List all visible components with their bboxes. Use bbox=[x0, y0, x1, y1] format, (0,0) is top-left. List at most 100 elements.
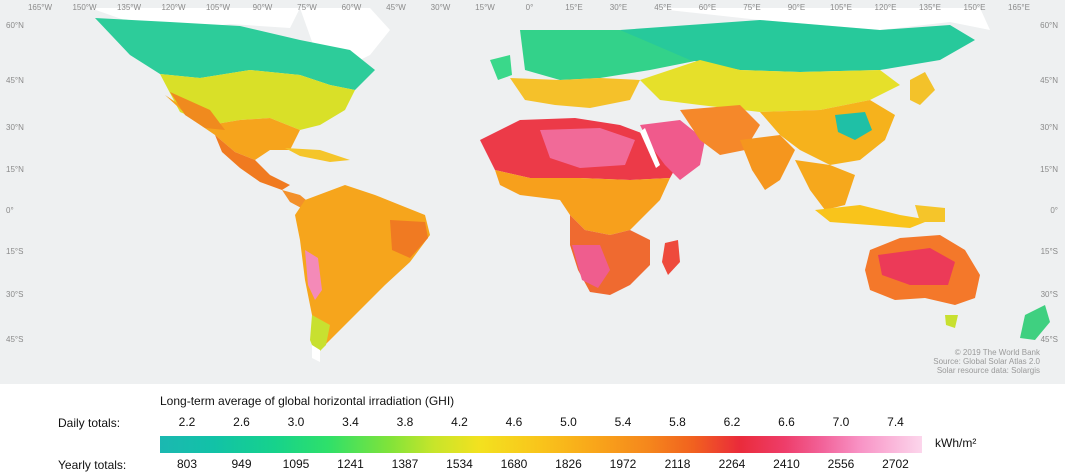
yearly-value: 1534 bbox=[446, 457, 473, 471]
yearly-totals-label: Yearly totals: bbox=[58, 458, 127, 472]
latitude-label-left: 0° bbox=[6, 206, 14, 215]
north-america-north bbox=[95, 18, 375, 90]
daily-value: 5.4 bbox=[614, 415, 632, 429]
daily-value: 4.6 bbox=[505, 415, 523, 429]
longitude-label: 150°E bbox=[964, 3, 986, 12]
longitude-label: 0° bbox=[526, 3, 534, 12]
longitude-label: 30°E bbox=[610, 3, 627, 12]
longitude-label: 165°E bbox=[1008, 3, 1030, 12]
latitude-label-right: 30°N bbox=[1040, 123, 1058, 132]
yearly-value: 1680 bbox=[500, 457, 528, 471]
attribution-line: Solar resource data: Solargis bbox=[937, 366, 1040, 375]
yearly-value: 1387 bbox=[391, 457, 419, 471]
latitude-label-left: 45°S bbox=[6, 335, 23, 344]
longitude-label: 75°E bbox=[743, 3, 760, 12]
yearly-value: 2702 bbox=[882, 457, 909, 471]
yearly-value: 803 bbox=[176, 457, 198, 471]
tasmania bbox=[945, 315, 958, 328]
attribution-line: Source: Global Solar Atlas 2.0 bbox=[933, 357, 1040, 366]
new-zealand bbox=[1020, 305, 1050, 340]
latitude-label-right: 45°N bbox=[1040, 76, 1058, 85]
longitude-label: 135°W bbox=[117, 3, 142, 12]
daily-value: 5.8 bbox=[669, 415, 686, 429]
daily-value: 3.4 bbox=[342, 415, 359, 429]
latitude-label-left: 30°S bbox=[6, 290, 23, 299]
world-ghi-map: 165°W 150°W 135°W 120°W 105°W 90°W 75°W 60°W 45°… bbox=[0, 0, 1065, 384]
southeast-asia bbox=[795, 160, 855, 210]
mexico bbox=[215, 135, 290, 190]
longitude-label: 45°E bbox=[654, 3, 671, 12]
india bbox=[740, 135, 795, 190]
usa-southwest bbox=[170, 92, 225, 130]
yearly-values-row: 803 949 1095 1241 1387 1534 1680 1826 1972 2118 22… bbox=[160, 457, 909, 473]
daily-value: 3.0 bbox=[287, 415, 305, 429]
arabia bbox=[640, 120, 705, 180]
daily-value: 5.0 bbox=[560, 415, 577, 429]
daily-value: 2.2 bbox=[178, 415, 196, 429]
latitude-label-left: 15°S bbox=[6, 247, 23, 256]
uk-ireland bbox=[490, 55, 512, 80]
indonesia bbox=[815, 205, 930, 228]
yearly-value: 2118 bbox=[664, 457, 691, 471]
longitude-label: 75°W bbox=[297, 3, 317, 12]
daily-value: 7.0 bbox=[832, 415, 850, 429]
unit-label: kWh/m² bbox=[935, 436, 977, 450]
longitude-label: 105°E bbox=[830, 3, 852, 12]
yearly-value: 2410 bbox=[773, 457, 800, 471]
daily-value: 2.6 bbox=[233, 415, 250, 429]
latitude-label-right: 45°S bbox=[1041, 335, 1058, 344]
legend-title: Long-term average of global horizontal i… bbox=[160, 394, 455, 408]
north-america-south bbox=[165, 95, 300, 160]
africa-central bbox=[495, 170, 670, 235]
longitude-label: 45°W bbox=[386, 3, 406, 12]
longitude-label: 120°E bbox=[875, 3, 897, 12]
longitude-label: 15°E bbox=[565, 3, 582, 12]
latitude-label-right: 15°S bbox=[1041, 247, 1058, 256]
yearly-value: 1095 bbox=[282, 457, 310, 471]
attribution-line: © 2019 The World Bank bbox=[955, 348, 1041, 357]
yearly-value: 1972 bbox=[609, 457, 637, 471]
latitude-label-right: 60°N bbox=[1040, 21, 1058, 30]
latitude-label-left: 45°N bbox=[6, 76, 24, 85]
new-guinea bbox=[915, 205, 945, 222]
madagascar bbox=[662, 240, 680, 275]
daily-value: 6.6 bbox=[778, 415, 795, 429]
latitude-label-left: 30°N bbox=[6, 123, 24, 132]
daily-value: 7.4 bbox=[887, 415, 904, 429]
europe-south bbox=[510, 78, 640, 108]
central-asia bbox=[640, 60, 900, 112]
daily-values-row: 2.2 2.6 3.0 3.4 3.8 4.2 4.6 5.0 5.4 5.8 6.2 6.6 7.0 7… bbox=[160, 415, 907, 431]
yearly-value: 1241 bbox=[337, 457, 364, 471]
australia-core bbox=[878, 248, 955, 285]
russia bbox=[620, 20, 975, 72]
latitude-label-left: 15°N bbox=[6, 165, 24, 174]
patagonia bbox=[310, 315, 330, 355]
daily-value: 4.2 bbox=[451, 415, 468, 429]
longitude-label: 60°E bbox=[699, 3, 716, 12]
kalahari bbox=[572, 245, 610, 288]
japan bbox=[910, 72, 935, 105]
yearly-value: 2264 bbox=[718, 457, 746, 471]
longitude-label: 30°W bbox=[431, 3, 451, 12]
sichuan-basin bbox=[835, 112, 872, 140]
longitude-label: 150°W bbox=[72, 3, 97, 12]
latitude-label-right: 0° bbox=[1050, 206, 1058, 215]
sahara-core bbox=[540, 128, 635, 168]
yearly-value: 2556 bbox=[827, 457, 855, 471]
daily-totals-label: Daily totals: bbox=[58, 416, 121, 430]
latitude-label-right: 15°N bbox=[1040, 165, 1058, 174]
andes-high bbox=[305, 250, 322, 300]
ghi-colorbar bbox=[160, 436, 922, 453]
longitude-label: 15°W bbox=[475, 3, 495, 12]
arctic-islands bbox=[90, 8, 300, 30]
longitude-label: 60°W bbox=[342, 3, 362, 12]
daily-value: 6.2 bbox=[723, 415, 741, 429]
middle-east bbox=[680, 105, 760, 155]
longitude-label: 135°E bbox=[919, 3, 941, 12]
caribbean bbox=[285, 148, 350, 162]
latitude-label-right: 30°S bbox=[1041, 290, 1058, 299]
longitude-label: 90°W bbox=[253, 3, 273, 12]
daily-value: 3.8 bbox=[396, 415, 414, 429]
longitude-label: 105°W bbox=[206, 3, 231, 12]
longitude-label: 90°E bbox=[788, 3, 805, 12]
